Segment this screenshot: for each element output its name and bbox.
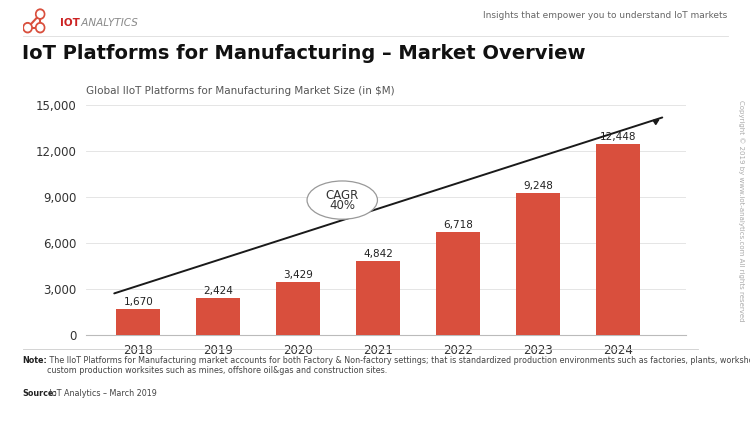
Ellipse shape bbox=[307, 181, 377, 219]
Text: 40%: 40% bbox=[329, 199, 356, 212]
Bar bbox=[596, 144, 640, 335]
Circle shape bbox=[35, 23, 45, 33]
Text: Insights that empower you to understand IoT markets: Insights that empower you to understand … bbox=[483, 11, 728, 19]
Bar bbox=[436, 232, 480, 335]
Text: IoT Analytics – March 2019: IoT Analytics – March 2019 bbox=[47, 389, 158, 398]
Text: Global IIoT Platforms for Manufacturing Market Size (in $M): Global IIoT Platforms for Manufacturing … bbox=[86, 86, 394, 96]
Text: The IIoT Platforms for Manufacturing market accounts for both Factory & Non-fact: The IIoT Platforms for Manufacturing mar… bbox=[47, 356, 750, 375]
Bar bbox=[356, 261, 401, 335]
Text: IoT Platforms for Manufacturing – Market Overview: IoT Platforms for Manufacturing – Market… bbox=[22, 44, 586, 63]
Text: 3,429: 3,429 bbox=[284, 270, 314, 280]
Text: 9,248: 9,248 bbox=[524, 181, 554, 192]
Text: 1,670: 1,670 bbox=[124, 297, 153, 307]
Bar bbox=[516, 193, 560, 335]
Text: ANALYTICS: ANALYTICS bbox=[78, 18, 138, 28]
Circle shape bbox=[35, 9, 45, 19]
Text: IOT: IOT bbox=[60, 18, 80, 28]
Circle shape bbox=[38, 24, 43, 31]
Text: 6,718: 6,718 bbox=[443, 220, 473, 230]
Text: Copyright © 2019 by www.iot-analytics.com All rights reserved: Copyright © 2019 by www.iot-analytics.co… bbox=[738, 100, 744, 321]
Text: 12,448: 12,448 bbox=[600, 133, 637, 142]
Text: Source:: Source: bbox=[22, 389, 57, 398]
Circle shape bbox=[25, 24, 31, 31]
Text: 2,424: 2,424 bbox=[203, 286, 233, 296]
Circle shape bbox=[38, 11, 43, 17]
Bar bbox=[276, 282, 320, 335]
Bar bbox=[116, 309, 160, 335]
Text: CAGR: CAGR bbox=[326, 189, 359, 203]
Text: Note:: Note: bbox=[22, 356, 47, 365]
Text: 4,842: 4,842 bbox=[363, 249, 393, 259]
Circle shape bbox=[23, 23, 32, 33]
Bar bbox=[196, 298, 240, 335]
